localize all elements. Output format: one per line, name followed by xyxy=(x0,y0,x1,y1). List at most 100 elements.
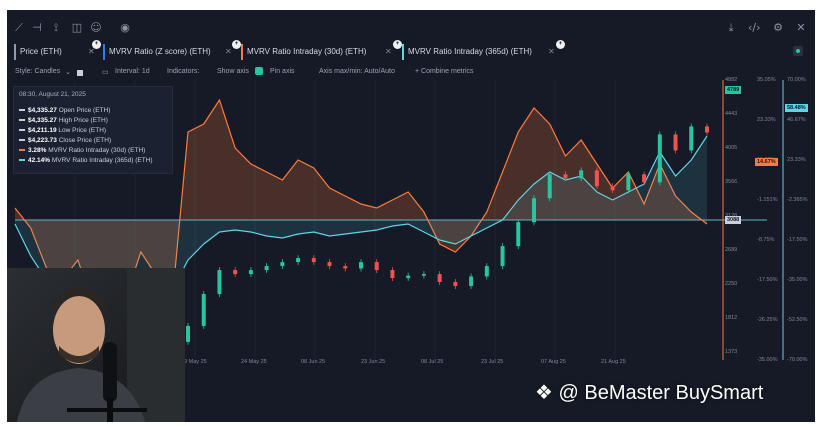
chevron-down-icon: ⌄ xyxy=(65,69,71,76)
embed-code-icon[interactable]: ‹/› xyxy=(748,21,761,34)
price-candle xyxy=(406,275,411,279)
draw-icon[interactable]: ⟋ xyxy=(15,21,23,34)
plus-badge-icon[interactable]: + xyxy=(232,40,241,49)
eye-icon[interactable]: ◉ xyxy=(120,21,130,34)
price-axis-tick: 3566 xyxy=(725,179,738,185)
legend-dash xyxy=(19,109,25,112)
legend-row: 3.28% MVRV Ratio Intraday (30d) (ETH) xyxy=(19,147,145,154)
style-select[interactable]: Style: Candles xyxy=(15,68,61,75)
indicators-select[interactable]: Indicators: xyxy=(167,68,200,75)
price-current-tag: 4789 xyxy=(725,86,742,94)
legend-value: 42.14% xyxy=(28,157,51,164)
download-icon[interactable]: ⤓ xyxy=(728,21,734,34)
price-candle xyxy=(689,126,694,151)
line-icon[interactable]: ⊣ xyxy=(32,21,42,34)
price-candle xyxy=(705,126,709,133)
mvrv-365d-area xyxy=(15,136,707,304)
legend-label: Open Price (ETH) xyxy=(58,107,111,114)
legend-dash xyxy=(19,139,25,142)
price-candle xyxy=(610,186,615,191)
legend-label: MVRV Ratio Intraday (30d) (ETH) xyxy=(48,147,146,154)
legend-value: 3.28% xyxy=(28,147,47,154)
price-axis-tick: 1373 xyxy=(725,349,738,355)
x-axis-tick: 08 Jun 25 xyxy=(301,359,326,365)
mvrv30-axis-tick: -35.00% xyxy=(757,357,778,363)
plus-badge-icon[interactable]: + xyxy=(556,40,565,49)
metric-label: MVRV Ratio Intraday (30d) (ETH) xyxy=(247,47,367,56)
close-icon[interactable]: ✕ xyxy=(548,47,555,56)
mvrv365-axis-tick: -35.00% xyxy=(787,277,808,283)
data-tooltip-legend: 08:30, August 21, 2025 $4,335.27 Open Pr… xyxy=(13,86,173,174)
metric-tab-price[interactable]: Price (ETH) ✕ xyxy=(14,44,99,60)
metric-label: MVRV Ratio Intraday (365d) (ETH) xyxy=(408,47,532,56)
emoji-icon[interactable]: ☺ xyxy=(90,21,102,34)
mvrv365-axis-tick: 23.33% xyxy=(787,157,806,163)
price-candle xyxy=(327,262,332,267)
x-axis-tick: 07 Aug 25 xyxy=(541,359,566,365)
top-toolbar: ⟋ ⊣ ⟟ ◫ ☺ ◉ ⤓ ‹/› ⚙ ✕ xyxy=(7,10,815,46)
legend-value: $4,223.73 xyxy=(28,137,57,144)
pin-icon[interactable]: ⟟ xyxy=(53,21,59,34)
mvrv365-axis-tick: -2.365% xyxy=(787,197,808,203)
watermark: ❖ @ BeMaster BuySmart xyxy=(535,380,763,405)
price-axis-tick: 2250 xyxy=(725,281,738,287)
presenter-video-icon xyxy=(7,268,185,422)
metric-color-bar xyxy=(402,44,404,60)
metric-label: Price (ETH) xyxy=(20,47,62,56)
mvrv30-axis-tick: 23.33% xyxy=(757,117,776,123)
legend-value: $4,335.27 xyxy=(28,107,57,114)
price-candle xyxy=(374,262,379,271)
mvrv30-current-tag: 14.67% xyxy=(755,158,778,166)
price-candle xyxy=(516,222,521,247)
legend-row: $4,335.27 Open Price (ETH) xyxy=(19,107,110,114)
legend-label: Low Price (ETH) xyxy=(58,127,107,134)
mvrv365-axis-tick: 46.67% xyxy=(787,117,806,123)
x-axis-tick: 23 Jul 25 xyxy=(481,359,504,365)
note-icon[interactable]: ◫ xyxy=(71,21,83,34)
mvrv365-axis-tick: -52.50% xyxy=(787,317,808,323)
legend-label: High Price (ETH) xyxy=(58,117,108,124)
price-candle xyxy=(296,258,301,263)
price-candle xyxy=(626,174,631,191)
mvrv365-axis-tick: -70.00% xyxy=(787,357,808,363)
price-candle xyxy=(547,174,552,199)
price-axis-tick: 2689 xyxy=(725,247,738,253)
chart-plot[interactable] xyxy=(7,80,815,370)
price-candle xyxy=(233,270,238,275)
metric-tab-mvrv-zscore[interactable]: MVRV Ratio (Z score) (ETH) ✕ xyxy=(103,44,232,60)
pin-axis-label[interactable]: Pin axis xyxy=(270,68,295,75)
show-axis-label: Show axis xyxy=(217,68,249,75)
metric-tab-mvrv-30d[interactable]: MVRV Ratio Intraday (30d) (ETH) ✕ xyxy=(241,44,392,60)
close-icon[interactable]: ✕ xyxy=(88,47,95,56)
plus-badge-icon[interactable]: + xyxy=(92,40,101,49)
price-candle xyxy=(186,325,190,342)
price-candle xyxy=(579,170,584,179)
legend-value: $4,211.19 xyxy=(28,127,57,134)
show-axis-checkbox[interactable] xyxy=(255,67,263,75)
close-icon[interactable]: ✕ xyxy=(796,21,806,34)
mvrv365-axis-tick: -17.50% xyxy=(787,237,808,243)
color-swatch[interactable] xyxy=(77,70,83,76)
axis-max-min-select[interactable]: Axis max/min: Auto/Auto xyxy=(319,68,395,75)
metric-color-bar xyxy=(14,44,16,60)
price-candle xyxy=(563,174,568,179)
mvrv30-axis-tick: -26.25% xyxy=(757,317,778,323)
legend-date: 08:30, August 21, 2025 xyxy=(19,91,86,98)
close-icon[interactable]: ✕ xyxy=(225,47,232,56)
price-candle xyxy=(657,134,662,183)
mvrv30-axis-tick: 35.05% xyxy=(757,77,776,83)
price-axis-tick: 1812 xyxy=(725,315,738,321)
plus-badge-icon[interactable]: + xyxy=(393,40,402,49)
combine-metrics-button[interactable]: + Combine metrics xyxy=(415,68,474,75)
price-marker-tag: 3088 xyxy=(725,216,742,224)
price-candle xyxy=(201,294,206,326)
price-candle xyxy=(453,282,458,287)
price-candle xyxy=(594,170,599,187)
x-axis-tick: 21 Aug 25 xyxy=(601,359,626,365)
interval-select[interactable]: Interval: 1d xyxy=(115,68,150,75)
price-candle xyxy=(217,270,222,295)
settings-icon[interactable]: ⚙ xyxy=(773,21,783,34)
legend-row: 42.14% MVRV Ratio Intraday (365d) (ETH) xyxy=(19,157,153,164)
metric-tab-mvrv-365d[interactable]: MVRV Ratio Intraday (365d) (ETH) ✕ xyxy=(402,44,555,60)
close-icon[interactable]: ✕ xyxy=(385,47,392,56)
